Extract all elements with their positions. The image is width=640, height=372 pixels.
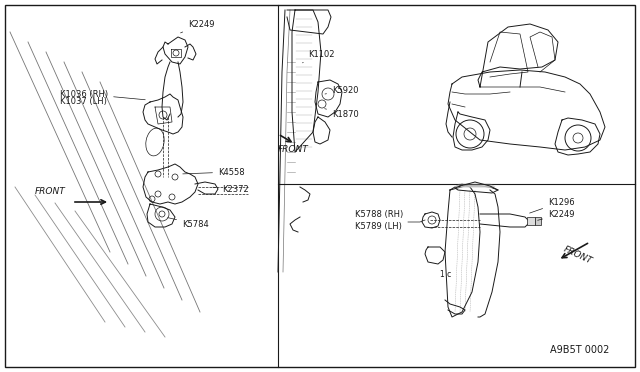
Text: 1 c: 1 c [440,270,451,279]
Text: FRONT: FRONT [278,145,308,154]
Text: K5788 (RH): K5788 (RH) [355,210,403,219]
Text: K4558: K4558 [183,167,244,176]
Polygon shape [455,184,495,187]
Text: K5789 (LH): K5789 (LH) [355,222,402,231]
Text: K1870: K1870 [324,109,359,119]
Bar [535,217,541,225]
Text: K1037 (LH): K1037 (LH) [60,97,107,106]
Text: K2372: K2372 [212,185,249,193]
Text: K1036 (RH): K1036 (RH) [60,90,145,100]
Text: K2249: K2249 [538,209,575,220]
Text: K1296: K1296 [530,198,575,213]
Text: K1102: K1102 [303,49,335,63]
Text: K2249: K2249 [180,19,214,33]
Text: FRONT: FRONT [562,245,594,266]
Bar [527,217,535,225]
Text: A9B5T 0002: A9B5T 0002 [550,345,610,355]
Text: K5920: K5920 [325,86,358,94]
Text: FRONT: FRONT [35,187,66,196]
Text: K5784: K5784 [168,218,209,228]
